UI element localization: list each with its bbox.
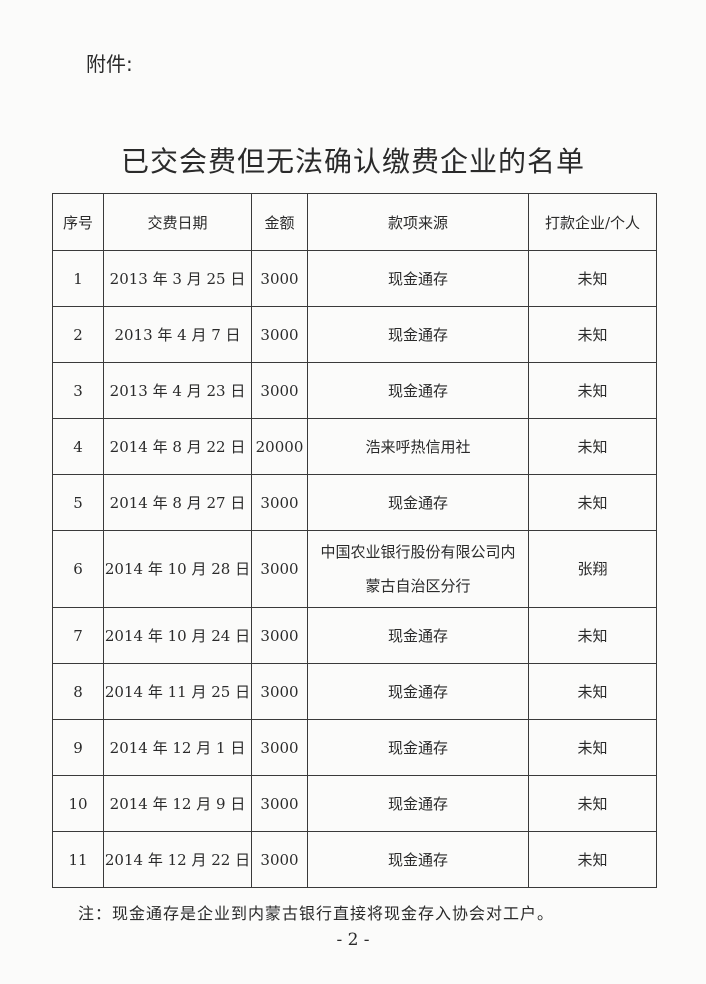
table-row: 6 2014 年 10 月 28 日 3000 中国农业银行股份有限公司内蒙古自治区分…	[52, 530, 657, 608]
table-cell: 未知	[528, 418, 657, 475]
table-cell: 3000	[251, 362, 308, 419]
table-cell: 9	[52, 719, 104, 776]
column-header: 金额	[251, 193, 308, 251]
table-cell: 现金通存	[307, 775, 529, 832]
table-cell: 2014 年 10 月 28 日	[103, 530, 252, 608]
footnote: 注：现金通存是企业到内蒙古银行直接将现金存入协会对工户。	[78, 904, 555, 923]
table-row: 10 2014 年 12 月 9 日 3000 现金通存 未知	[52, 775, 657, 832]
table-cell: 现金通存	[307, 831, 529, 888]
table-row: 5 2014 年 8 月 27 日 3000 现金通存 未知	[52, 474, 657, 531]
table-cell: 4	[52, 418, 104, 475]
table-cell: 3000	[251, 250, 308, 307]
table-row: 8 2014 年 11 月 25 日 3000 现金通存 未知	[52, 663, 657, 720]
table-cell: 3000	[251, 607, 308, 664]
table-cell: 未知	[528, 775, 657, 832]
table-cell: 3000	[251, 474, 308, 531]
column-header: 打款企业/个人	[528, 193, 657, 251]
table-cell: 未知	[528, 719, 657, 776]
table-cell: 2014 年 8 月 22 日	[103, 418, 252, 475]
table-cell: 20000	[251, 418, 308, 475]
table-row: 1 2013 年 3 月 25 日 3000 现金通存 未知	[52, 250, 657, 307]
table-cell: 未知	[528, 831, 657, 888]
table-cell: 2014 年 12 月 9 日	[103, 775, 252, 832]
table-cell: 未知	[528, 362, 657, 419]
table-cell: 6	[52, 530, 104, 608]
table-cell: 3000	[251, 663, 308, 720]
table-cell: 11	[52, 831, 104, 888]
table-row: 7 2014 年 10 月 24 日 3000 现金通存 未知	[52, 607, 657, 664]
table-cell: 未知	[528, 306, 657, 363]
table-row: 11 2014 年 12 月 22 日 3000 现金通存 未知	[52, 831, 657, 888]
table-cell: 2013 年 4 月 7 日	[103, 306, 252, 363]
table-cell: 1	[52, 250, 104, 307]
table-cell: 未知	[528, 250, 657, 307]
table-cell: 7	[52, 607, 104, 664]
table-cell: 2013 年 4 月 23 日	[103, 362, 252, 419]
table-cell: 2014 年 11 月 25 日	[103, 663, 252, 720]
table-cell: 3000	[251, 719, 308, 776]
table-cell: 现金通存	[307, 607, 529, 664]
table-cell: 2014 年 12 月 1 日	[103, 719, 252, 776]
table-cell: 8	[52, 663, 104, 720]
column-header: 交费日期	[103, 193, 252, 251]
table-cell: 现金通存	[307, 306, 529, 363]
table-cell: 现金通存	[307, 663, 529, 720]
table-cell: 浩来呼热信用社	[307, 418, 529, 475]
table-cell: 3000	[251, 530, 308, 608]
table-cell: 现金通存	[307, 250, 529, 307]
table-cell: 2014 年 12 月 22 日	[103, 831, 252, 888]
table-cell: 现金通存	[307, 362, 529, 419]
table-cell: 2013 年 3 月 25 日	[103, 250, 252, 307]
table-header-row: 序号 交费日期 金额 款项来源 打款企业/个人	[52, 193, 657, 251]
table-cell: 10	[52, 775, 104, 832]
table-cell: 2014 年 8 月 27 日	[103, 474, 252, 531]
table-row: 3 2013 年 4 月 23 日 3000 现金通存 未知	[52, 362, 657, 419]
table-cell: 张翔	[528, 530, 657, 608]
table-cell: 未知	[528, 663, 657, 720]
table-cell: 2014 年 10 月 24 日	[103, 607, 252, 664]
column-header: 款项来源	[307, 193, 529, 251]
page-number: - 2 -	[336, 930, 370, 950]
table-cell: 中国农业银行股份有限公司内蒙古自治区分行	[307, 530, 529, 608]
table-cell: 3000	[251, 775, 308, 832]
table-row: 4 2014 年 8 月 22 日 20000 浩来呼热信用社 未知	[52, 418, 657, 475]
column-header: 序号	[52, 193, 104, 251]
table-cell: 3000	[251, 831, 308, 888]
table-cell: 未知	[528, 607, 657, 664]
table-cell: 5	[52, 474, 104, 531]
table-cell: 3000	[251, 306, 308, 363]
table-row: 9 2014 年 12 月 1 日 3000 现金通存 未知	[52, 719, 657, 776]
table-cell: 未知	[528, 474, 657, 531]
table-cell: 3	[52, 362, 104, 419]
attachment-label: 附件:	[86, 52, 133, 76]
table-row: 2 2013 年 4 月 7 日 3000 现金通存 未知	[52, 306, 657, 363]
table-cell: 现金通存	[307, 474, 529, 531]
table-cell: 2	[52, 306, 104, 363]
payment-table: 序号 交费日期 金额 款项来源 打款企业/个人 1 2013 年 3 月 25 日 3000…	[52, 193, 657, 888]
document-title: 已交会费但无法确认缴费企业的名单	[120, 145, 585, 178]
table-cell: 现金通存	[307, 719, 529, 776]
